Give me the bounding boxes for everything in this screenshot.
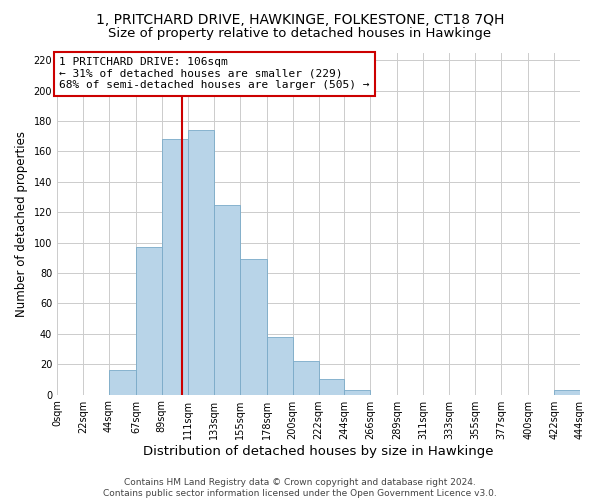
Bar — [188, 130, 214, 394]
Bar — [214, 204, 239, 394]
Text: 1, PRITCHARD DRIVE, HAWKINGE, FOLKESTONE, CT18 7QH: 1, PRITCHARD DRIVE, HAWKINGE, FOLKESTONE… — [96, 12, 504, 26]
Bar — [344, 390, 370, 394]
Text: Contains HM Land Registry data © Crown copyright and database right 2024.
Contai: Contains HM Land Registry data © Crown c… — [103, 478, 497, 498]
Bar — [239, 260, 266, 394]
Bar — [319, 380, 344, 394]
Y-axis label: Number of detached properties: Number of detached properties — [15, 130, 28, 316]
Bar — [136, 247, 162, 394]
Text: 1 PRITCHARD DRIVE: 106sqm
← 31% of detached houses are smaller (229)
68% of semi: 1 PRITCHARD DRIVE: 106sqm ← 31% of detac… — [59, 57, 370, 90]
Bar — [554, 390, 580, 394]
Text: Size of property relative to detached houses in Hawkinge: Size of property relative to detached ho… — [109, 28, 491, 40]
X-axis label: Distribution of detached houses by size in Hawkinge: Distribution of detached houses by size … — [143, 444, 494, 458]
Bar — [266, 337, 293, 394]
Bar — [162, 139, 188, 394]
Bar — [109, 370, 136, 394]
Bar — [293, 361, 319, 394]
